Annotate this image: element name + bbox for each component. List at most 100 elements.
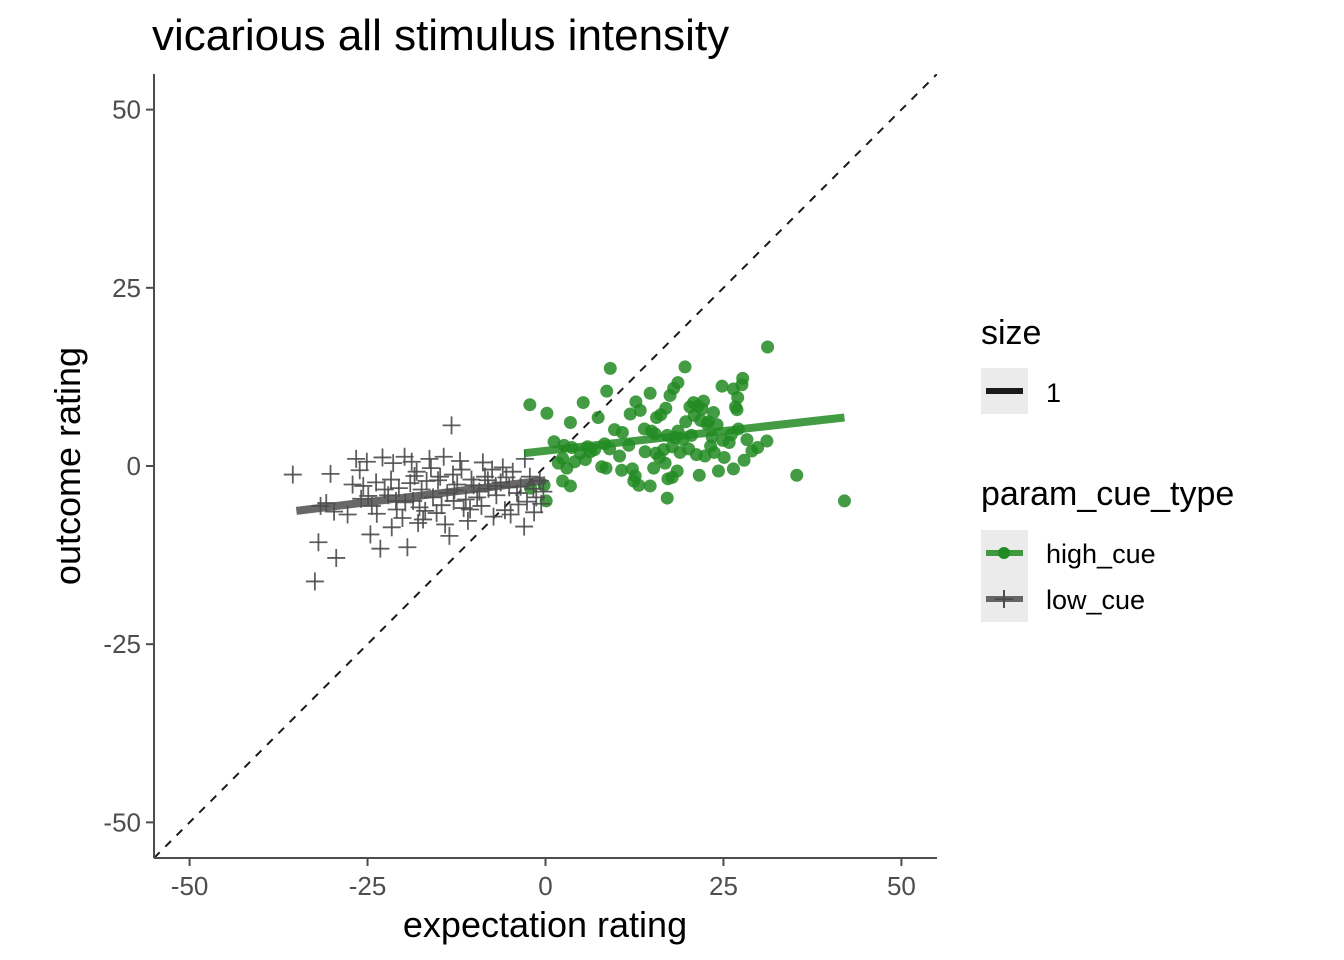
data-point-low_cue [442,416,461,435]
legend-high-cue-key-marker [998,547,1010,559]
data-point-high_cue [659,401,673,415]
data-point-high_cue [695,402,709,416]
data-point-low_cue [354,476,373,495]
data-point-high_cue [615,463,629,477]
y-tick-label: 0 [127,451,141,481]
data-point-low_cue [436,515,455,534]
data-point-low_cue [367,473,386,492]
data-point-low_cue [382,518,401,537]
data-point-high_cue [790,468,804,482]
data-point-low_cue [347,449,366,468]
data-point-low_cue [452,460,471,479]
data-point-low_cue [432,496,451,515]
data-point-low_cue [454,499,473,518]
data-point-high_cue [760,434,774,448]
fit-line-low_cue [295,476,546,515]
data-point-low_cue [402,452,421,471]
data-point-low_cue [534,482,553,501]
y-tick-label: 50 [112,95,141,125]
data-point-high_cue [704,439,718,453]
data-point-high_cue [627,474,641,488]
data-point-high_cue [665,470,679,484]
data-point-low_cue [525,503,544,522]
data-point-low_cue [357,452,376,471]
data-point-low_cue [532,494,551,513]
data-point-high_cue [623,407,637,421]
legend-low-cue-label: low_cue [1046,585,1145,615]
data-point-low_cue [367,504,386,523]
data-point-high_cue [615,426,629,440]
data-point-low_cue [305,572,324,591]
data-point-low_cue [421,459,440,478]
data-point-low_cue [361,525,380,544]
identity-line [154,74,937,858]
data-point-low_cue [420,449,439,468]
data-point-high_cue [599,461,613,475]
data-point-low_cue [517,492,536,511]
data-point-low_cue [327,548,346,567]
fit-line-layer [295,413,845,515]
data-point-high_cue [700,417,714,431]
fit-line-high_cue [523,413,845,458]
data-point-low_cue [389,479,408,498]
data-point-low_cue [451,452,470,471]
data-point-high_cue [711,464,725,478]
data-point-high_cue [717,450,731,464]
data-point-high_cue [647,461,661,475]
data-point-high_cue [643,479,657,493]
data-point-low_cue [443,465,462,484]
data-point-low_cue [434,447,453,466]
x-tick-label: -25 [349,871,387,901]
data-point-low_cue [414,510,433,529]
data-point-high_cue [523,398,537,412]
data-point-low_cue [475,467,494,486]
data-point-low_cue [416,501,435,520]
data-point-high_cue [600,384,614,398]
legend-size-label: 1 [1046,378,1061,408]
data-point-low_cue [343,475,362,494]
data-point-high_cue [652,450,666,464]
data-point-high_cue [706,406,720,420]
y-tick-label: -25 [103,629,141,659]
data-point-low_cue [473,453,492,472]
y-axis-ticks: -50 -25 0 25 50 [103,95,154,837]
data-point-low_cue [309,533,328,552]
data-point-low_cue [501,505,520,524]
data-point-low_cue [429,471,448,490]
legend-cue-title: param_cue_type [981,475,1234,513]
data-point-high_cue [671,376,685,390]
data-point-high_cue [660,491,674,505]
x-axis-title: expectation rating [403,904,687,945]
data-point-low_cue [373,448,392,467]
data-point-high_cue [740,433,754,447]
plot-panel [153,74,937,859]
x-tick-label: 25 [709,871,738,901]
data-point-high_cue [736,371,750,385]
data-point-low_cue [431,467,450,486]
data-point-low_cue [509,495,528,514]
x-tick-label: 0 [538,871,552,901]
data-point-high_cue [761,340,775,354]
data-point-high_cue [715,379,729,393]
data-point-high_cue [737,453,751,467]
chart-title: vicarious all stimulus intensity [152,11,729,60]
data-point-low_cue [371,539,390,558]
data-point-high_cue [563,416,577,430]
data-point-low_cue [407,462,426,481]
data-point-low_cue [401,474,420,493]
points-layer [283,340,851,591]
data-point-high_cue [576,396,590,410]
legend: size 1 param_cue_type high_cue low_cue [981,314,1234,622]
data-point-low_cue [483,460,502,479]
identity-line-layer [154,74,937,858]
data-point-high_cue [678,360,692,374]
data-point-low_cue [409,514,428,533]
data-point-low_cue [350,461,369,480]
data-point-high_cue [613,449,627,463]
data-point-low_cue [393,509,412,528]
data-point-high_cue [560,461,574,475]
data-point-low_cue [398,538,417,557]
data-point-high_cue [603,361,617,375]
data-point-low_cue [427,504,446,523]
